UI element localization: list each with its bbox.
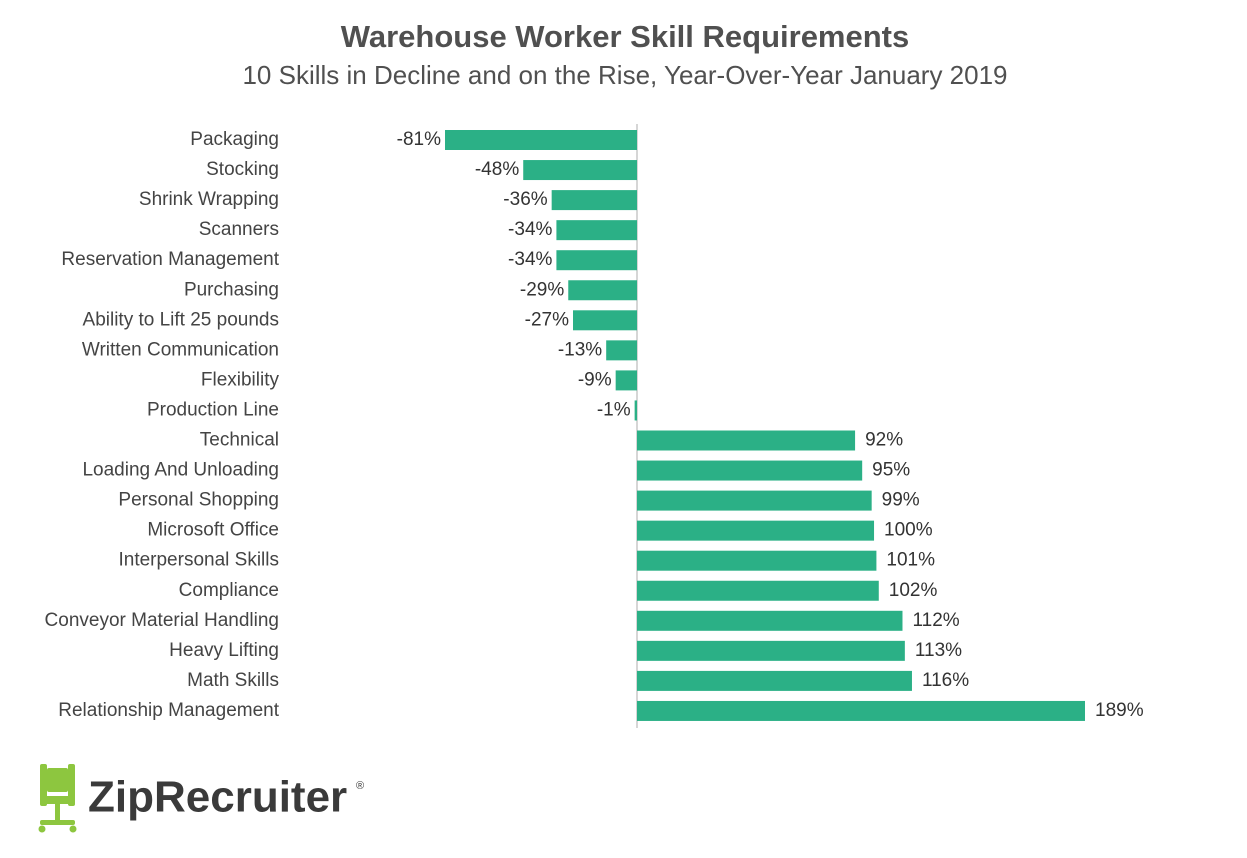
bar [637,640,905,661]
category-label: Written Communication [82,339,279,360]
category-label: Reservation Management [61,249,279,270]
category-label: Loading And Unloading [82,460,279,481]
category-label: Technical [200,430,279,451]
value-label: -34% [508,249,552,270]
chart-subtitle: 10 Skills in Decline and on the Rise, Ye… [242,60,1007,90]
value-label: -81% [397,129,441,150]
value-label: 101% [886,550,935,571]
value-label: 95% [872,460,910,481]
logo-registered: ® [356,780,364,792]
value-label: 92% [865,430,903,451]
bar [637,700,1085,721]
bar [637,610,903,631]
category-label: Packaging [190,129,279,150]
bar [637,460,863,481]
bar [634,400,637,421]
value-label: 189% [1095,700,1144,721]
value-label: -34% [508,219,552,240]
category-label: Flexibility [201,369,280,390]
bar [637,490,872,511]
value-label: -29% [520,279,564,300]
category-label: Math Skills [187,670,279,691]
bar [637,550,877,571]
value-label: -36% [503,189,547,210]
bar [637,430,856,451]
bar [445,130,637,150]
value-label: -13% [558,339,602,360]
category-label: Scanners [199,219,279,240]
category-label: Personal Shopping [118,490,279,511]
bar [637,670,912,691]
value-label: -9% [578,369,612,390]
category-label: Interpersonal Skills [118,550,279,571]
bar [606,340,637,361]
value-label: 113% [915,640,962,661]
chart-title: Warehouse Worker Skill Requirements [341,19,910,54]
category-label: Shrink Wrapping [139,189,279,210]
bar [551,190,637,211]
value-label: 102% [889,580,938,601]
category-label: Compliance [179,580,279,601]
value-label: -27% [525,309,569,330]
bar [637,520,875,541]
category-label: Relationship Management [58,700,279,721]
bar [568,280,637,301]
category-label: Purchasing [184,279,279,300]
bar [523,160,637,181]
bar [556,250,637,271]
category-label: Stocking [206,159,279,180]
value-label: 116% [922,670,969,691]
category-label: Microsoft Office [147,520,279,541]
logo-icon [38,764,77,833]
category-label: Ability to Lift 25 pounds [83,309,279,330]
value-label: -1% [597,399,631,420]
value-label: 99% [882,490,920,511]
bar [573,310,637,331]
value-label: 100% [884,520,933,541]
bar [615,370,637,391]
bar [637,580,879,601]
category-label: Conveyor Material Handling [45,610,279,631]
value-label: -48% [475,159,519,180]
value-label: 112% [912,610,959,631]
bar [556,220,637,241]
category-label: Heavy Lifting [169,640,279,661]
category-label: Production Line [147,399,279,420]
logo-text: ZipRecruiter [88,773,347,822]
